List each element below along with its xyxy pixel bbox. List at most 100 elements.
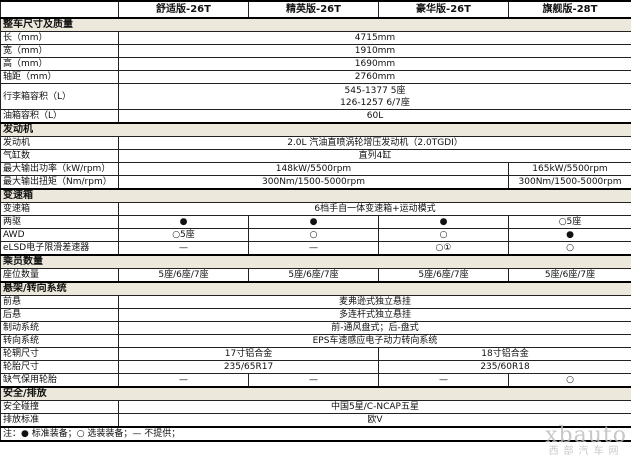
spec-row: 长（mm） 4715mm — [0, 31, 631, 45]
spec-label: AWD — [0, 228, 119, 242]
spec-value: — — [118, 373, 249, 388]
spec-value: ○ — [508, 373, 631, 388]
section-title: 发动机 — [0, 122, 631, 137]
spec-value-text: ○5座 — [558, 217, 582, 227]
spec-row: eLSD电子限滑差速器 — — ○① ○ — [0, 241, 631, 256]
spec-row: 两驱 ● ● ● ○5座 — [0, 215, 631, 229]
spec-value-text: 多连杆式独立悬挂 — [338, 310, 411, 320]
spec-value-text: 235/65R17 — [223, 362, 274, 372]
spec-value-text: 4715mm — [354, 33, 396, 43]
header-trim-4: 旗舰版-28T — [508, 0, 631, 19]
spec-value: 2760mm — [118, 70, 631, 84]
spec-value-text: — — [179, 243, 188, 253]
spec-value: ● — [378, 215, 509, 229]
spec-label: 轮辋尺寸 — [0, 347, 119, 361]
spec-row: 轴距（mm） 2760mm — [0, 70, 631, 84]
spec-value: ○① — [378, 241, 509, 256]
spec-value: ● — [508, 228, 631, 242]
spec-value-text: ○ — [566, 243, 574, 253]
legend-note: 注：● 标准装备；○ 选装装备；— 不提供； — [0, 426, 631, 442]
spec-label: 高（mm） — [0, 57, 119, 71]
section-header-row: 安全/排放 — [0, 386, 631, 401]
spec-row: 安全碰撞 中国5星/C-NCAP五星 — [0, 400, 631, 414]
spec-row: 气缸数 直列4缸 — [0, 149, 631, 163]
spec-value-text: 300Nm/1500-5000rpm — [262, 177, 365, 187]
spec-value: 直列4缸 — [118, 149, 631, 163]
header-trim-2: 精英版-26T — [248, 0, 379, 19]
section-title: 变速箱 — [0, 188, 631, 203]
spec-value: 中国5星/C-NCAP五星 — [118, 400, 631, 414]
header-row: 舒适版-26T 精英版-26T 豪华版-26T 旗舰版-28T — [0, 0, 631, 19]
spec-row: 最大输出功率（kW/rpm） 148kW/5500rpm 165kW/5500rpm — [0, 162, 631, 176]
watermark-main: xbauto — [545, 423, 627, 448]
spec-value: 4715mm — [118, 31, 631, 45]
spec-value-text: 5座/6座/7座 — [544, 270, 596, 280]
spec-row: 高（mm） 1690mm — [0, 57, 631, 71]
spec-row: 转向系统 EPS车速感应电子动力转向系统 — [0, 334, 631, 348]
watermark-sub: 西部汽车网 — [548, 446, 624, 457]
spec-value-text: 欧V — [367, 415, 383, 425]
spec-value-text: ● — [439, 217, 448, 227]
spec-label: 轴距（mm） — [0, 70, 119, 84]
spec-label: 油箱容积（L） — [0, 109, 119, 124]
spec-value: 165kW/5500rpm — [508, 162, 631, 176]
spec-value: — — [118, 241, 249, 256]
spec-value: 17寸铝合金 — [118, 347, 379, 361]
spec-value: 18寸铝合金 — [378, 347, 631, 361]
spec-value: ○ — [508, 241, 631, 256]
header-corner — [0, 0, 119, 19]
spec-value-text: — — [309, 243, 318, 253]
spec-label: 变速箱 — [0, 202, 119, 216]
section-title: 悬架/转向系统 — [0, 281, 631, 296]
spec-label: 最大输出扭矩（Nm/rpm） — [0, 175, 119, 190]
spec-value: 6档手自一体变速箱+运动模式 — [118, 202, 631, 216]
spec-row: 油箱容积（L） 60L — [0, 109, 631, 124]
spec-value-text: — — [179, 375, 188, 385]
spec-value-text: 6档手自一体变速箱+运动模式 — [314, 204, 436, 214]
spec-value: EPS车速感应电子动力转向系统 — [118, 334, 631, 348]
spec-label: 前悬 — [0, 295, 119, 309]
spec-value: 前-通风盘式；后-盘式 — [118, 321, 631, 335]
spec-value: 5座/6座/7座 — [118, 268, 249, 283]
spec-value-text: 545-1377 5座 — [344, 85, 406, 96]
spec-label: 轮胎尺寸 — [0, 360, 119, 374]
section-title: 安全/排放 — [0, 386, 631, 401]
spec-value-text: 148kW/5500rpm — [275, 164, 352, 174]
section-title: 乘员数量 — [0, 254, 631, 269]
spec-value-text: ○ — [439, 230, 448, 240]
spec-label: 缺气保用轮胎 — [0, 373, 119, 388]
spec-value: ○5座 — [508, 215, 631, 229]
section-header-row: 整车尺寸及质量 — [0, 17, 631, 32]
spec-value-text: ○5座 — [172, 230, 195, 240]
spec-value: 148kW/5500rpm — [118, 162, 509, 176]
spec-row: 变速箱 6档手自一体变速箱+运动模式 — [0, 202, 631, 216]
spec-value-text: 2.0L 汽油直喷涡轮增压发动机（2.0TGDI） — [287, 138, 463, 148]
spec-label: 安全碰撞 — [0, 400, 119, 414]
spec-value-text: ● — [309, 217, 318, 227]
spec-value-text: — — [439, 375, 448, 385]
spec-value: 5座/6座/7座 — [508, 268, 631, 283]
spec-value-text: 235/60R18 — [480, 362, 530, 372]
spec-value-text: 300Nm/1500-5000rpm — [518, 177, 622, 187]
spec-value-text: ○ — [309, 230, 318, 240]
spec-value-text: 1910mm — [354, 46, 396, 56]
spec-row: 前悬 麦弗逊式独立悬挂 — [0, 295, 631, 309]
spec-value: 1910mm — [118, 44, 631, 58]
spec-row: AWD ○5座 ○ ○ ● — [0, 228, 631, 242]
header-trim-1: 舒适版-26T — [118, 0, 249, 19]
spec-value: 235/65R17 — [118, 360, 379, 374]
spec-label: 行李箱容积（L） — [0, 83, 119, 110]
spec-value: ○ — [378, 228, 509, 242]
spec-label: eLSD电子限滑差速器 — [0, 241, 119, 256]
spec-value-text: 5座/6座/7座 — [418, 270, 469, 280]
spec-value-text: 1690mm — [354, 59, 396, 69]
spec-label: 宽（mm） — [0, 44, 119, 58]
spec-value: 1690mm — [118, 57, 631, 71]
spec-value-text: 60L — [366, 111, 384, 121]
spec-value-text: ● — [179, 217, 188, 227]
spec-row: 行李箱容积（L） 545-1377 5座 126-1257 6/7座 — [0, 83, 631, 110]
spec-row: 轮胎尺寸 235/65R17 235/60R18 — [0, 360, 631, 374]
spec-value-text: 2760mm — [354, 72, 396, 82]
spec-label: 长（mm） — [0, 31, 119, 45]
spec-row: 后悬 多连杆式独立悬挂 — [0, 308, 631, 322]
